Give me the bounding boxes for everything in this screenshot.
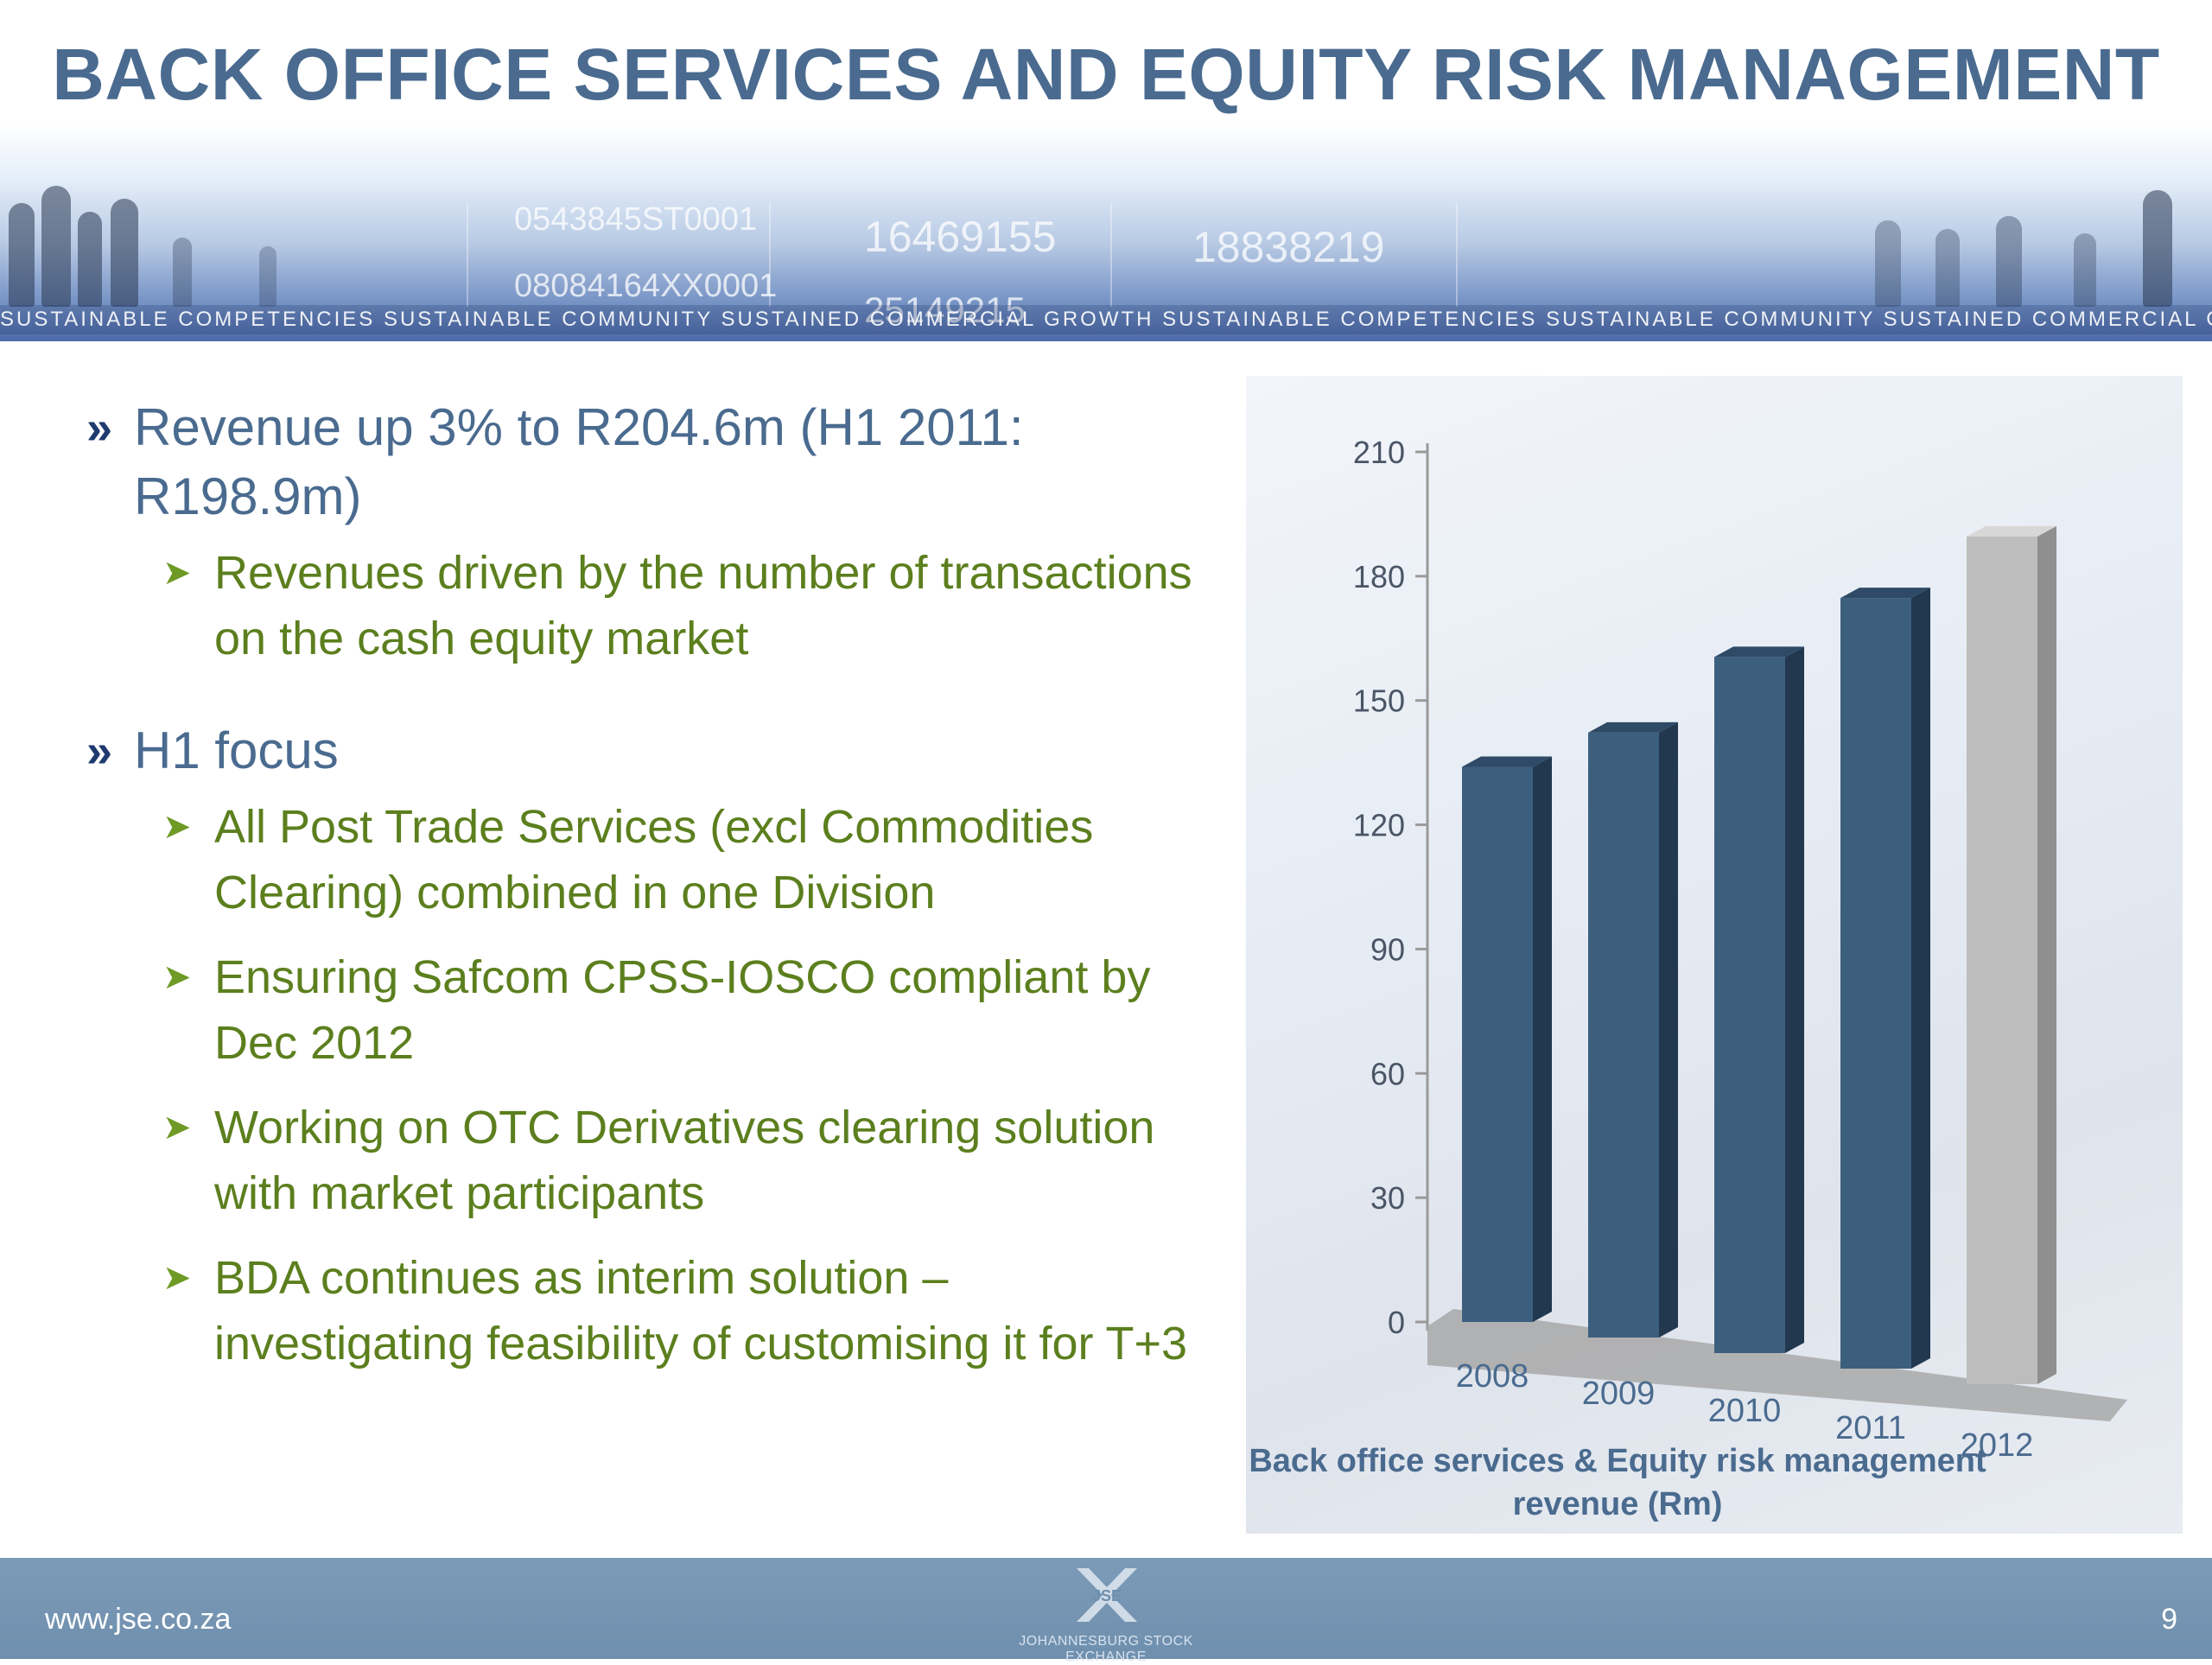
jse-logo: JSE JOHANNESBURG STOCK EXCHANGE [985,1565,1227,1664]
banner-grid-line [1456,203,1458,307]
sub-bullet-text: Working on OTC Derivatives clearing solu… [214,1102,1155,1219]
slide-title: BACK OFFICE SERVICES AND EQUITY RISK MAN… [52,34,2160,115]
banner-number: 0543845ST0001 [514,201,758,238]
y-tick-label: 30 [1370,1180,1405,1216]
bar-side [1911,588,1930,1369]
y-tick-label: 60 [1370,1056,1405,1091]
banner-tagline: SUSTAINABLE COMPETENCIES SUSTAINABLE COM… [0,305,2212,334]
y-tick-label: 120 [1353,808,1405,843]
banner-grid-line [1110,203,1112,307]
bar-front [1967,536,2037,1384]
bar-2008 [1462,756,1552,1322]
bar-2012 [1967,525,2056,1384]
arrowhead-icon: ➤ [162,1109,192,1147]
banner-grid-line [467,203,468,307]
bar-side [2037,525,2056,1384]
bullet-list: » Revenue up 3% to R204.6m (H1 2011: R19… [86,393,1210,1395]
sub-bullet-item: ➤ Working on OTC Derivatives clearing so… [86,1095,1210,1226]
sub-bullet-item: ➤ Ensuring Safcom CPSS-IOSCO compliant b… [86,944,1210,1076]
bar-top [1462,756,1552,767]
chart-x-axis-title-line2: revenue (Rm) [1513,1486,1723,1522]
y-tick-label: 90 [1370,931,1405,967]
jse-x-logo-icon: JSE [1077,1568,1137,1622]
banner-number: 18838219 [1192,223,1385,271]
bar-2010 [1714,646,1804,1353]
bar-front [1588,732,1659,1338]
footer-bar: www.jse.co.za JSE JOHANNESBURG STOCK EXC… [0,1558,2212,1664]
arrowhead-icon: ➤ [162,958,192,996]
bar-front [1714,657,1785,1353]
bar-top [1967,525,2056,537]
y-tick-label: 0 [1388,1305,1405,1340]
x-tick-label: 2008 [1456,1358,1529,1395]
sub-bullet-text: Revenues driven by the number of transac… [214,547,1192,664]
bar-front [1840,598,1911,1369]
revenue-chart-panel: 0 30 60 90 120 150 180 210 2008 2009 2010 2011 2012… [1246,376,2183,1534]
bar-2011 [1840,588,1930,1369]
sub-bullet-text: All Post Trade Services (excl Commoditie… [214,801,1094,918]
bullet-item: » Revenue up 3% to R204.6m (H1 2011: R19… [86,393,1210,531]
jse-logo-mark-text: JSE [1092,1587,1122,1605]
x-tick-label: 2012 [1961,1427,2034,1464]
bullet-item: » H1 focus [86,716,1210,785]
bar-front [1462,766,1533,1322]
banner-number: 25149215 [864,289,1026,330]
sub-bullet-item: ➤ Revenues driven by the number of trans… [86,540,1210,671]
sub-bullet-item: ➤ All Post Trade Services (excl Commodit… [86,794,1210,925]
bar-side [1659,721,1678,1338]
bar-2009 [1588,721,1678,1338]
x-tick-label: 2011 [1835,1410,1906,1446]
page-number: 9 [2161,1603,2177,1636]
x-tick-label: 2009 [1582,1376,1656,1412]
bullet-text: Revenue up 3% to R204.6m (H1 2011: R198.… [134,398,1024,525]
double-chevron-icon: » [86,725,113,777]
arrowhead-icon: ➤ [162,808,192,846]
y-tick-label: 180 [1353,559,1405,594]
jse-logo-text: JOHANNESBURG STOCK EXCHANGE [1019,1634,1193,1664]
y-tick-label: 210 [1353,435,1405,470]
bullet-text: H1 focus [134,721,339,779]
sub-bullet-text: Ensuring Safcom CPSS-IOSCO compliant by … [214,951,1151,1069]
bar-side [1785,646,1804,1353]
x-tick-label: 2010 [1708,1393,1782,1429]
arrowhead-icon: ➤ [162,1259,192,1297]
banner-grid-line [769,203,771,307]
bar-side [1533,756,1552,1322]
double-chevron-icon: » [86,402,113,454]
arrowhead-icon: ➤ [162,554,192,592]
chart-x-axis-title: Back office services & Equity risk manag… [1249,1443,1986,1479]
sub-bullet-item: ➤ BDA continues as interim solution – in… [86,1245,1210,1376]
revenue-bar-chart: 0 30 60 90 120 150 180 210 2008 2009 2010 2011 2012… [1249,435,2127,1522]
footer-url[interactable]: www.jse.co.za [45,1603,232,1636]
bar-top [1588,721,1678,733]
sub-bullet-text: BDA continues as interim solution – inve… [214,1252,1188,1369]
header-banner: 0543845ST0001 08084164XX0001 16469155 25… [0,125,2212,341]
banner-number: 08084164XX0001 [514,268,778,304]
y-tick-label: 150 [1353,683,1405,719]
bar-top [1840,588,1930,599]
banner-number: 16469155 [864,213,1057,261]
bar-top [1714,646,1804,658]
